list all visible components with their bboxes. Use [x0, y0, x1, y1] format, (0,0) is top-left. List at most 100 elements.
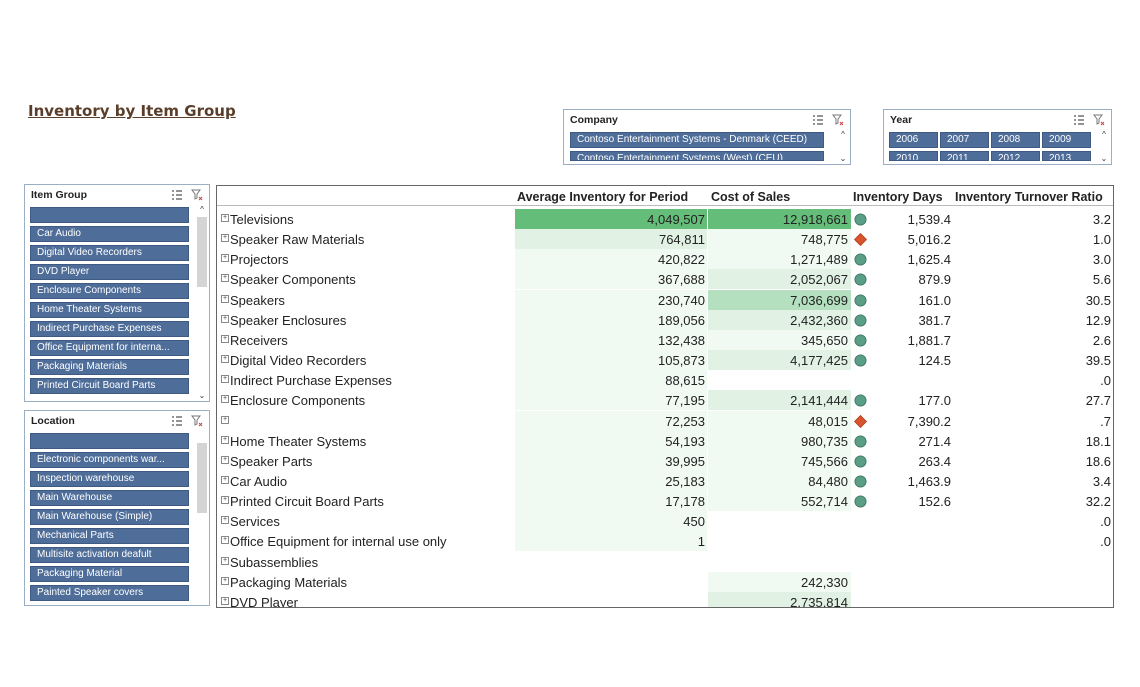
item-group-item[interactable]: Home Theater Systems	[30, 302, 189, 318]
location-item[interactable]: Main Warehouse (Simple)	[30, 509, 189, 525]
table-row[interactable]: + Projectors 420,822 1,271,489 1,625.4 3.0	[217, 249, 1113, 270]
table-row[interactable]: + Televisions 4,049,507 12,918,661 1,539.4 3.…	[217, 209, 1113, 229]
location-item[interactable]: Multisite activation deafult	[30, 547, 189, 563]
col-header-avg-inventory[interactable]: Average Inventory for Period	[517, 190, 689, 204]
row-label: Projectors	[230, 252, 289, 268]
year-item[interactable]: 2007	[940, 132, 989, 148]
year-item[interactable]: 2011	[940, 151, 989, 161]
table-row[interactable]: + Speaker Enclosures 189,056 2,432,360 381.7…	[217, 309, 1113, 330]
expand-icon[interactable]: +	[221, 314, 229, 323]
location-item[interactable]	[30, 433, 189, 449]
expand-icon[interactable]: +	[221, 576, 229, 585]
cost-of-sales-value: 2,141,444	[790, 393, 848, 409]
item-group-item[interactable]	[30, 207, 189, 223]
company-item[interactable]: Contoso Entertainment Systems (West) (CE…	[570, 151, 824, 161]
item-group-scrollbar[interactable]: ^ ⌄	[197, 205, 207, 401]
location-item[interactable]: Inspection warehouse	[30, 471, 189, 487]
multi-select-icon[interactable]	[171, 189, 183, 201]
row-label: Subassemblies	[230, 554, 319, 570]
item-group-item[interactable]: Enclosure Components	[30, 283, 189, 299]
table-row[interactable]: +72,253 48,015 7,390.2 .7	[217, 410, 1113, 431]
expand-icon[interactable]: +	[221, 254, 229, 263]
scroll-thumb[interactable]	[197, 217, 207, 287]
location-item[interactable]: Mechanical Parts	[30, 528, 189, 544]
table-row[interactable]: + Home Theater Systems 54,193 980,735 271.4 1…	[217, 430, 1113, 451]
table-row[interactable]: + Services 450 .0	[217, 511, 1113, 532]
expand-icon[interactable]: +	[221, 556, 229, 565]
table-row[interactable]: + Receivers 132,438 345,650 1,881.7 2.6	[217, 329, 1113, 350]
table-row[interactable]: + Speaker Components 367,688 2,052,067 879.9…	[217, 269, 1113, 290]
year-item[interactable]: 2013	[1042, 151, 1091, 161]
year-item[interactable]: 2010	[889, 151, 938, 161]
item-group-item[interactable]: Car Audio	[30, 226, 189, 242]
table-row[interactable]: + Speaker Raw Materials 764,811 748,775 5,01…	[217, 229, 1113, 250]
table-row[interactable]: + Packaging Materials 242,330	[217, 571, 1113, 592]
expand-icon[interactable]: +	[221, 395, 229, 404]
clear-filter-icon[interactable]	[1093, 114, 1105, 126]
location-item[interactable]: Packaging Material	[30, 566, 189, 582]
scroll-up-icon[interactable]: ^	[1102, 130, 1106, 139]
expand-icon[interactable]: +	[221, 516, 229, 525]
company-scrollbar[interactable]: ^ ⌄	[838, 130, 848, 164]
expand-icon[interactable]: +	[221, 455, 229, 464]
expand-icon[interactable]: +	[221, 234, 229, 243]
expand-icon[interactable]: +	[221, 536, 229, 545]
expand-icon[interactable]: +	[221, 375, 229, 384]
location-scrollbar[interactable]	[197, 431, 207, 605]
table-row[interactable]: + Printed Circuit Board Parts 17,178 552,71…	[217, 491, 1113, 512]
table-row[interactable]: + Office Equipment for internal use only 1…	[217, 531, 1113, 552]
cost-of-sales-value: 2,052,067	[790, 272, 848, 288]
item-group-item[interactable]: Indirect Purchase Expenses	[30, 321, 189, 337]
expand-icon[interactable]: +	[221, 596, 229, 605]
expand-icon[interactable]: +	[221, 214, 229, 222]
table-row[interactable]: + Indirect Purchase Expenses 88,615 .0	[217, 370, 1113, 391]
expand-icon[interactable]: +	[221, 334, 229, 343]
table-row[interactable]: + Digital Video Recorders 105,873 4,177,425…	[217, 350, 1113, 371]
expand-icon[interactable]: +	[221, 475, 229, 484]
clear-filter-icon[interactable]	[832, 114, 844, 126]
item-group-item[interactable]: Printed Circuit Board Parts	[30, 378, 189, 394]
col-header-turnover-ratio[interactable]: Inventory Turnover Ratio	[955, 190, 1103, 204]
table-row[interactable]: + Speakers 230,740 7,036,699 161.0 30.5	[217, 289, 1113, 310]
multi-select-icon[interactable]	[171, 415, 183, 427]
item-group-item[interactable]: Office Equipment for interna...	[30, 340, 189, 356]
location-item[interactable]: Painted Speaker covers	[30, 585, 189, 601]
scroll-up-icon[interactable]: ^	[200, 205, 204, 214]
expand-icon[interactable]: +	[221, 496, 229, 505]
location-item[interactable]: Main Warehouse	[30, 490, 189, 506]
multi-select-icon[interactable]	[812, 114, 824, 126]
expand-icon[interactable]: +	[221, 355, 229, 364]
avg-cell-shade	[515, 491, 707, 512]
table-row[interactable]: + Speaker Parts 39,995 745,566 263.4 18.6	[217, 450, 1113, 471]
table-row[interactable]: + Enclosure Components 77,195 2,141,444 177.…	[217, 390, 1113, 411]
table-row[interactable]: + Subassemblies	[217, 552, 1113, 572]
multi-select-icon[interactable]	[1073, 114, 1085, 126]
expand-icon[interactable]: +	[221, 274, 229, 283]
expand-icon[interactable]: +	[221, 435, 229, 444]
turnover-ratio-value: 30.5	[1085, 292, 1111, 308]
kpi-good-icon	[854, 334, 867, 347]
item-group-item[interactable]: Digital Video Recorders	[30, 245, 189, 261]
table-row[interactable]: + Car Audio 25,183 84,480 1,463.9 3.4	[217, 470, 1113, 491]
company-item[interactable]: Contoso Entertainment Systems - Denmark …	[570, 132, 824, 148]
scroll-down-icon[interactable]: ⌄	[839, 154, 847, 163]
scroll-down-icon[interactable]: ⌄	[1100, 154, 1108, 163]
scroll-up-icon[interactable]: ^	[841, 130, 845, 139]
expand-icon[interactable]: +	[221, 294, 229, 303]
year-item[interactable]: 2006	[889, 132, 938, 148]
table-row[interactable]: + DVD Player 2,735,814	[217, 591, 1113, 607]
expand-icon[interactable]: +	[221, 415, 229, 424]
item-group-item[interactable]: Packaging Materials	[30, 359, 189, 375]
scroll-down-icon[interactable]: ⌄	[198, 391, 206, 400]
scroll-thumb[interactable]	[197, 443, 207, 513]
year-item[interactable]: 2009	[1042, 132, 1091, 148]
col-header-cost-of-sales[interactable]: Cost of Sales	[711, 190, 791, 204]
year-scrollbar[interactable]: ^ ⌄	[1099, 130, 1109, 164]
clear-filter-icon[interactable]	[191, 415, 203, 427]
col-header-inventory-days[interactable]: Inventory Days	[853, 190, 943, 204]
item-group-item[interactable]: DVD Player	[30, 264, 189, 280]
clear-filter-icon[interactable]	[191, 189, 203, 201]
year-item[interactable]: 2012	[991, 151, 1040, 161]
location-item[interactable]: Electronic components war...	[30, 452, 189, 468]
year-item[interactable]: 2008	[991, 132, 1040, 148]
